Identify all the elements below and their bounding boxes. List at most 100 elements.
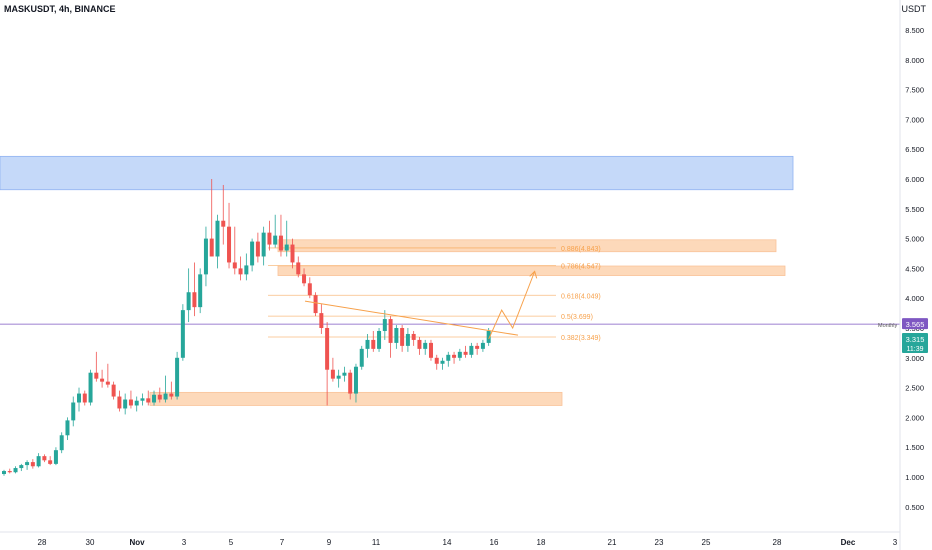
fib-band-0786 [277, 265, 786, 276]
candle-body [434, 357, 439, 364]
y-tick-label: 6.500 [905, 145, 924, 154]
time-axis[interactable]: 28 30 Nov 3 5 7 9 11 14 16 18 21 23 25 28 Dec 3 [0, 531, 900, 547]
candle-body [221, 220, 226, 227]
candle-body [261, 232, 266, 257]
fib-label: 0.618(4.049) [561, 293, 601, 300]
candle-body [140, 398, 145, 401]
candle-body [330, 369, 335, 379]
candle-body [475, 345, 480, 349]
candle-body [405, 333, 410, 346]
candle-body [94, 372, 99, 379]
candles [2, 179, 491, 476]
candle-body [377, 330, 382, 349]
candle-body [250, 241, 255, 266]
x-tick-label: 25 [702, 538, 711, 547]
candle-body [244, 265, 249, 275]
symbol-label: MASKUSDT, 4h, BINANCE [4, 4, 116, 14]
candle-body [457, 351, 462, 358]
candle-body [123, 399, 128, 409]
candle-body [353, 366, 358, 394]
fib-label: 0.5(3.699) [561, 314, 593, 321]
candle-body [82, 393, 87, 403]
candle-body [255, 241, 260, 257]
x-tick-label: 14 [443, 538, 452, 547]
price-tag-last-text: 3.315 [906, 335, 925, 344]
candle-body [394, 328, 399, 343]
y-tick-label: 5.500 [905, 205, 924, 214]
candle-body [290, 244, 295, 263]
candle-body [163, 393, 168, 400]
candle-body [30, 462, 35, 467]
y-tick-label: 5.000 [905, 235, 924, 244]
x-tick-label: Nov [129, 538, 145, 547]
supply-demand-zones [0, 155, 794, 406]
candle-body [2, 471, 6, 475]
candle-body [469, 345, 474, 355]
candle-body [128, 399, 133, 406]
x-tick-label: 23 [655, 538, 664, 547]
candle-body [417, 339, 422, 349]
candle-body [440, 360, 445, 364]
x-tick-label: 30 [86, 538, 95, 547]
candle-body [198, 274, 203, 308]
candle-body [273, 235, 278, 245]
candle-body [59, 435, 64, 451]
candle-body [7, 471, 12, 473]
candle-body [463, 351, 468, 355]
y-tick-label: 7.500 [905, 86, 924, 95]
fib-label: 0.382(3.349) [561, 335, 601, 342]
candle-body [215, 220, 220, 257]
candle-body [105, 381, 110, 385]
candle-body [388, 319, 393, 343]
candle-body [111, 384, 116, 397]
candle-body [19, 465, 24, 469]
candle-body [486, 330, 491, 343]
candle-body [71, 402, 76, 421]
candle-body [446, 354, 451, 361]
candle-body [238, 268, 243, 275]
candle-body [13, 468, 18, 473]
price-tag-countdown: 11:39 [907, 346, 924, 353]
x-tick-label: 18 [537, 538, 546, 547]
y-tick-label: 6.000 [905, 175, 924, 184]
candle-body [325, 328, 330, 370]
x-tick-label: 28 [38, 538, 47, 547]
price-axis[interactable]: 8.500 8.000 7.500 7.000 6.500 6.000 5.500 5.000… [899, 0, 928, 550]
y-tick-label: 0.500 [905, 503, 924, 512]
candle-body [313, 295, 318, 314]
y-tick-label: 1.000 [905, 473, 924, 482]
y-tick-label: 2.500 [905, 384, 924, 393]
candle-body [302, 274, 307, 284]
candle-body [307, 283, 312, 296]
candle-body [227, 226, 232, 263]
candle-body [53, 450, 58, 464]
price-tag-last [902, 333, 928, 354]
candle-body [267, 232, 272, 245]
candle-body [342, 372, 347, 376]
candle-body [411, 333, 416, 340]
fibonacci-levels: 0.886(4.843) 0.786(4.547) 0.618(4.049) 0.5(… [0, 246, 900, 342]
price-tag-monthly [902, 318, 928, 330]
candle-body [180, 310, 185, 358]
candle-body [209, 238, 214, 257]
candle-body [117, 396, 122, 409]
candle-body [169, 393, 174, 397]
candle-body [278, 235, 283, 251]
candle-body [65, 420, 70, 436]
candle-body [428, 342, 433, 358]
candle-body [359, 348, 364, 367]
candle-body [48, 460, 53, 464]
x-tick-label: 21 [608, 538, 617, 547]
x-tick-label: 28 [773, 538, 782, 547]
x-tick-label: 5 [229, 538, 234, 547]
x-tick-label: 9 [327, 538, 332, 547]
candle-body [42, 456, 47, 461]
x-tick-label: 3 [182, 538, 187, 547]
currency-label: USDT [901, 4, 927, 14]
candle-body [36, 456, 41, 467]
candle-body [400, 328, 405, 346]
trendline [304, 300, 519, 336]
x-tick-label: Dec [841, 538, 856, 547]
fib-label: 0.886(4.843) [561, 246, 601, 253]
